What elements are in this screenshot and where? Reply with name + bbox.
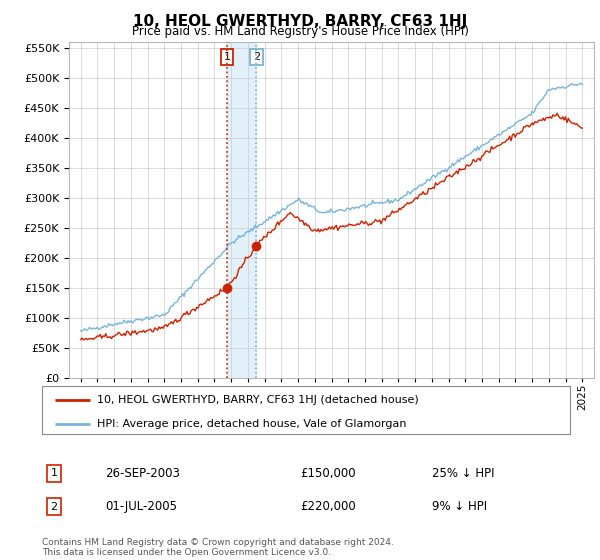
Text: 1: 1 [224, 52, 230, 62]
Text: 2: 2 [253, 52, 260, 62]
Text: £150,000: £150,000 [300, 466, 356, 480]
Text: £220,000: £220,000 [300, 500, 356, 514]
Text: 1: 1 [50, 468, 58, 478]
Text: Price paid vs. HM Land Registry's House Price Index (HPI): Price paid vs. HM Land Registry's House … [131, 25, 469, 38]
Text: 10, HEOL GWERTHYD, BARRY, CF63 1HJ: 10, HEOL GWERTHYD, BARRY, CF63 1HJ [133, 14, 467, 29]
FancyBboxPatch shape [42, 386, 570, 434]
Text: 10, HEOL GWERTHYD, BARRY, CF63 1HJ (detached house): 10, HEOL GWERTHYD, BARRY, CF63 1HJ (deta… [97, 395, 419, 405]
Text: Contains HM Land Registry data © Crown copyright and database right 2024.
This d: Contains HM Land Registry data © Crown c… [42, 538, 394, 557]
Bar [227, 42, 256, 378]
Text: HPI: Average price, detached house, Vale of Glamorgan: HPI: Average price, detached house, Vale… [97, 418, 407, 428]
Text: 25% ↓ HPI: 25% ↓ HPI [432, 466, 494, 480]
Text: 26-SEP-2003: 26-SEP-2003 [105, 466, 180, 480]
Text: 2: 2 [50, 502, 58, 512]
Text: 01-JUL-2005: 01-JUL-2005 [105, 500, 177, 514]
Text: 9% ↓ HPI: 9% ↓ HPI [432, 500, 487, 514]
